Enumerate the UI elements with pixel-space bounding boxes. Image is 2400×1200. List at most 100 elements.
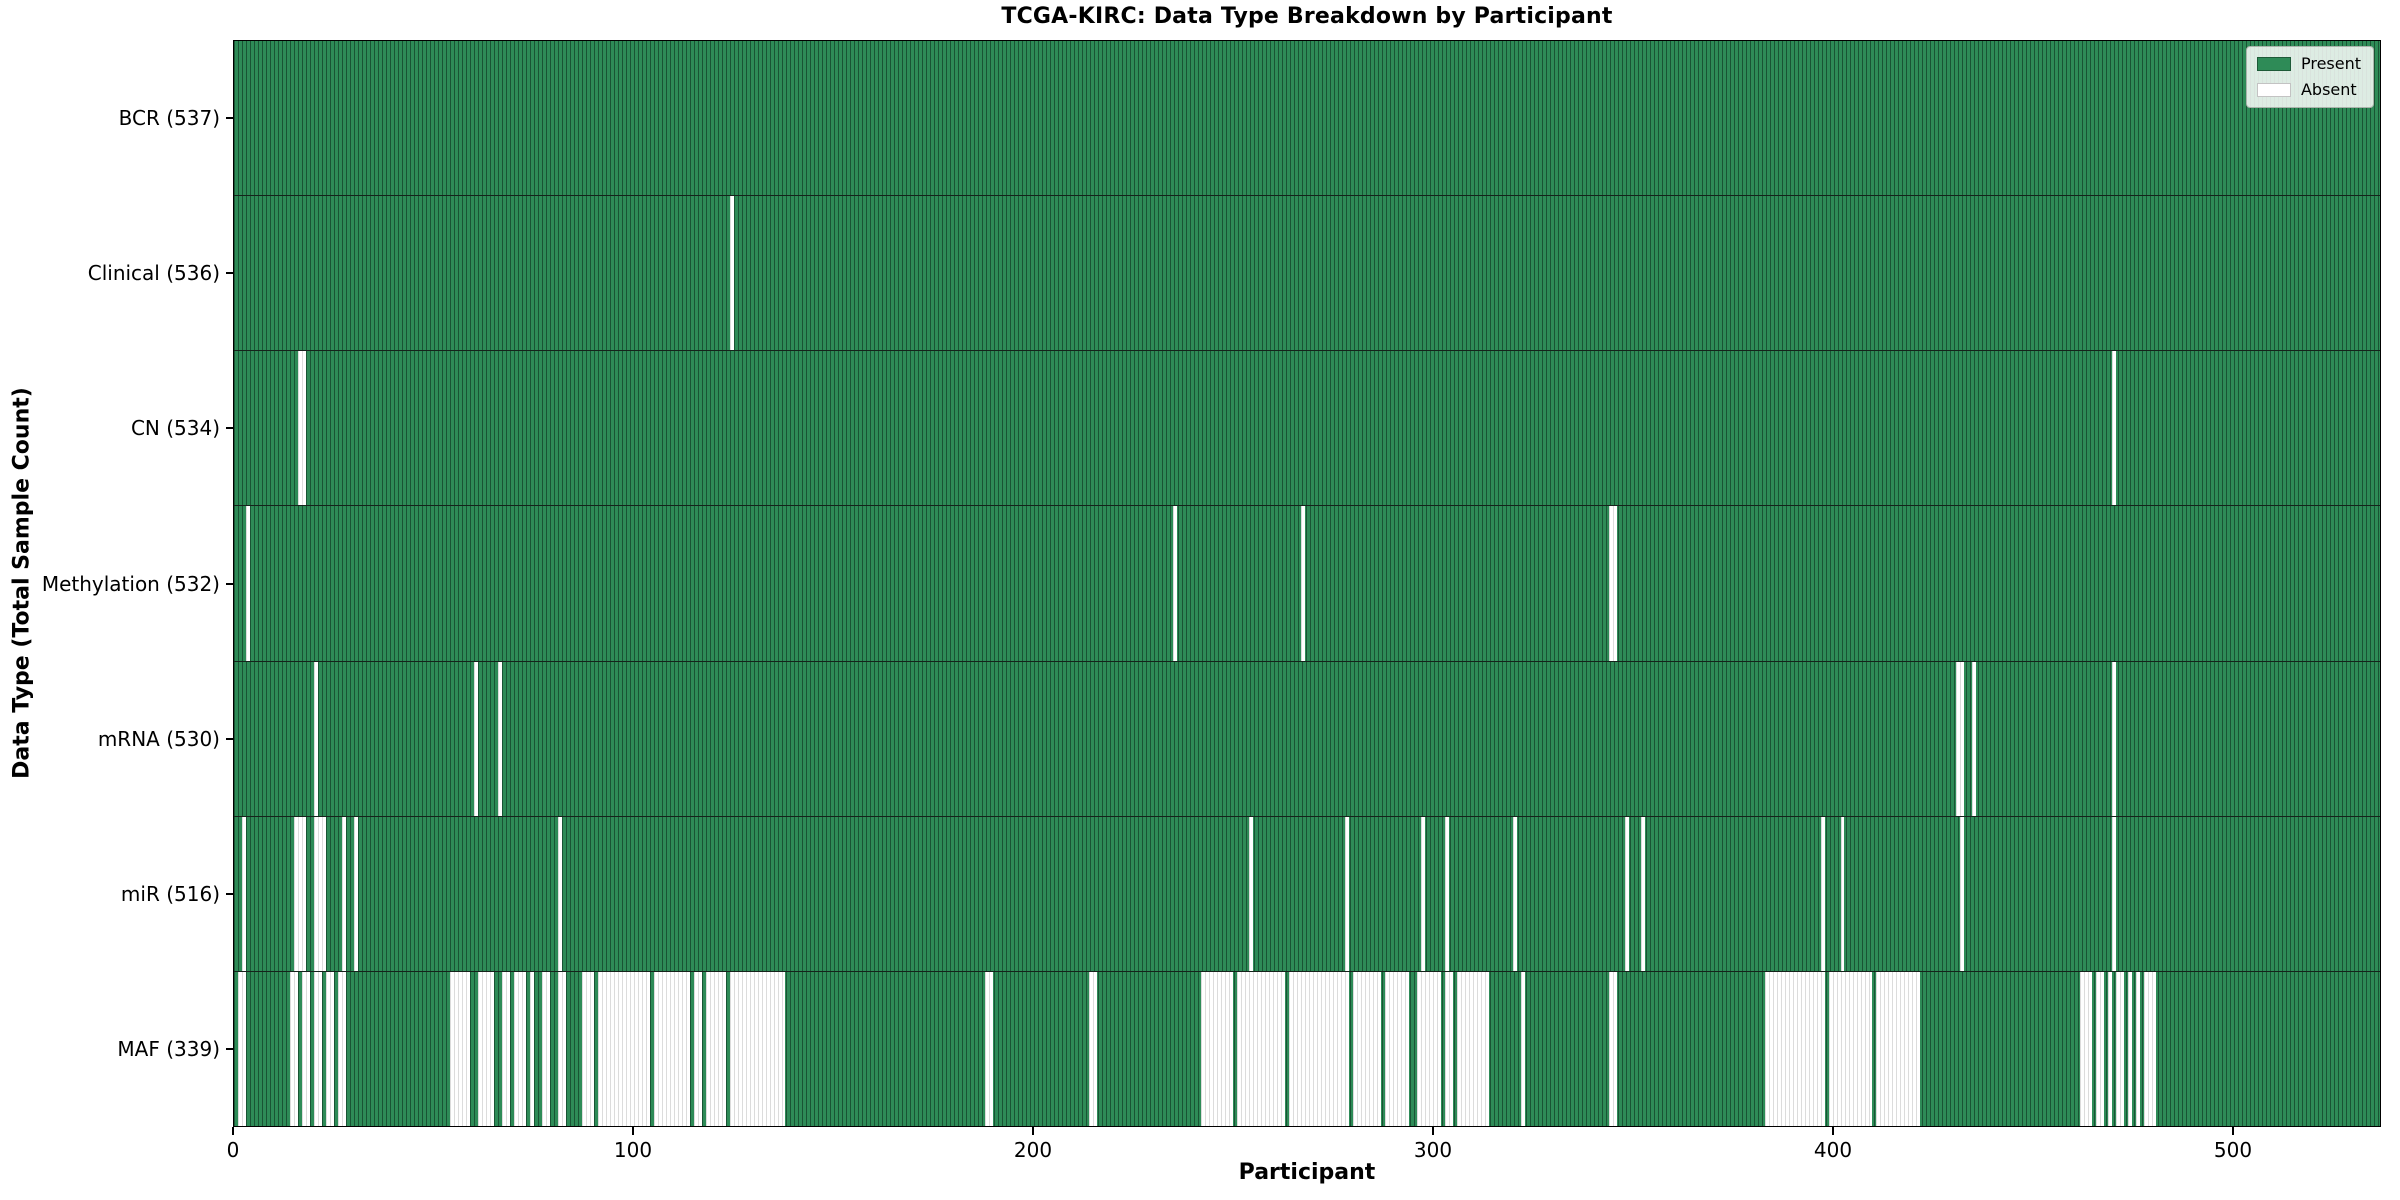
legend-present-label: Present <box>2300 54 2361 73</box>
absent-gap <box>241 816 246 971</box>
absent-gap <box>1828 971 1873 1126</box>
y-tick-mark <box>226 582 233 585</box>
x-tick-label-200: 200 <box>1013 1138 1053 1162</box>
y-tick-mark <box>226 893 233 896</box>
absent-gap <box>1640 816 1645 971</box>
x-tick-mark <box>2232 1127 2234 1135</box>
absent-gap <box>1876 971 1921 1126</box>
y-tick-label-clinical: Clinical (536) <box>87 260 220 285</box>
absent-gap <box>513 971 526 1126</box>
y-tick-label-bcr: BCR (537) <box>118 105 220 130</box>
absent-gap <box>1820 816 1825 971</box>
y-tick-label-mrna: mRNA (530) <box>97 726 220 751</box>
absent-gap <box>557 971 566 1126</box>
y-tick-label-cn: CN (534) <box>130 416 220 441</box>
absent-gap <box>449 971 470 1126</box>
absent-gap <box>237 971 246 1126</box>
legend-item-absent: Absent <box>2256 80 2361 99</box>
plot-area <box>233 40 2381 1127</box>
x-tick-mark <box>632 1127 634 1135</box>
absent-gap <box>653 971 690 1126</box>
absent-gap <box>497 661 502 816</box>
absent-gap <box>1444 971 1453 1126</box>
absent-gap <box>1416 971 1441 1126</box>
absent-gap <box>1289 971 1349 1126</box>
absent-gap <box>1237 971 1286 1126</box>
absent-gap <box>289 971 298 1126</box>
absent-gap <box>353 816 358 971</box>
legend-absent-swatch <box>2256 82 2291 97</box>
absent-gap <box>1089 971 1098 1126</box>
absent-gap <box>337 971 346 1126</box>
absent-gap <box>1956 661 1965 816</box>
x-tick-label-400: 400 <box>1813 1138 1853 1162</box>
absent-gap <box>541 971 550 1126</box>
data-row-maf <box>234 970 2380 1126</box>
chart-title: TCGA-KIRC: Data Type Breakdown by Partic… <box>1001 4 1613 29</box>
absent-gap <box>705 971 726 1126</box>
absent-gap <box>1201 971 1234 1126</box>
data-row-clinical <box>234 195 2380 351</box>
absent-gap <box>473 661 478 816</box>
absent-gap <box>501 971 510 1126</box>
absent-gap <box>1608 971 1617 1126</box>
x-tick-label-0: 0 <box>226 1138 240 1162</box>
absent-gap <box>313 816 326 971</box>
absent-gap <box>1420 816 1425 971</box>
absent-gap <box>1384 971 1409 1126</box>
absent-gap <box>1352 971 1381 1126</box>
absent-gap <box>1624 816 1629 971</box>
absent-gap <box>1764 971 1825 1126</box>
y-tick-mark <box>226 737 233 740</box>
absent-gap <box>341 816 346 971</box>
absent-gap <box>729 971 786 1126</box>
data-row-mir <box>234 815 2380 971</box>
x-tick-mark <box>1032 1127 1034 1135</box>
absent-gap <box>2144 971 2157 1126</box>
absent-gap <box>529 971 534 1126</box>
absent-gap <box>597 971 650 1126</box>
absent-gap <box>2128 971 2133 1126</box>
absent-gap <box>477 971 494 1126</box>
y-tick-label-methylation: Methylation (532) <box>41 571 220 596</box>
absent-gap <box>1960 816 1965 971</box>
absent-gap <box>1173 506 1178 661</box>
y-tick-mark <box>226 1048 233 1051</box>
absent-gap <box>1456 971 1489 1126</box>
legend-present-swatch <box>2256 56 2291 71</box>
absent-gap <box>581 971 594 1126</box>
absent-gap <box>325 971 334 1126</box>
y-tick-label-mir: miR (516) <box>120 882 220 907</box>
absent-gap <box>1972 661 1977 816</box>
absent-gap <box>985 971 994 1126</box>
y-tick-mark <box>226 116 233 119</box>
absent-gap <box>2116 971 2125 1126</box>
data-row-cn <box>234 350 2380 506</box>
absent-gap <box>2112 661 2117 816</box>
x-tick-mark <box>232 1127 234 1135</box>
data-row-methylation <box>234 505 2380 661</box>
x-tick-mark <box>1832 1127 1834 1135</box>
absent-gap <box>1444 816 1449 971</box>
absent-gap <box>313 971 322 1126</box>
x-tick-label-500: 500 <box>2213 1138 2253 1162</box>
absent-gap <box>557 816 562 971</box>
legend-item-present: Present <box>2256 54 2361 73</box>
absent-gap <box>1840 816 1845 971</box>
absent-gap <box>293 816 306 971</box>
x-tick-label-300: 300 <box>1413 1138 1453 1162</box>
absent-gap <box>2096 971 2105 1126</box>
absent-gap <box>245 506 250 661</box>
y-tick-mark <box>226 271 233 274</box>
data-row-bcr <box>234 41 2380 196</box>
legend-absent-label: Absent <box>2300 80 2357 99</box>
absent-gap <box>729 196 734 351</box>
absent-gap <box>1344 816 1349 971</box>
absent-gap <box>2112 351 2117 506</box>
absent-gap <box>313 661 318 816</box>
x-tick-label-100: 100 <box>613 1138 653 1162</box>
x-tick-mark <box>1432 1127 1434 1135</box>
absent-gap <box>693 971 702 1126</box>
absent-gap <box>2112 816 2117 971</box>
